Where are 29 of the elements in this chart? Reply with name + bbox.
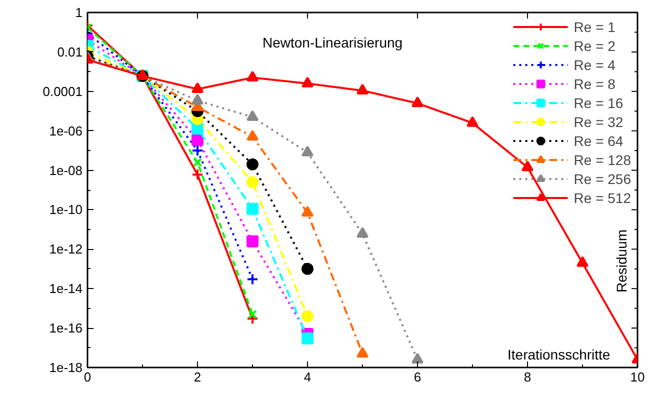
x-tick-label: 6	[414, 370, 422, 384]
x-tick-label: 4	[304, 370, 312, 384]
x-tick-label: 8	[524, 370, 532, 384]
y-tick-label: 1e-06	[49, 123, 82, 138]
y-tick-label: 1e-12	[49, 242, 82, 257]
legend-label: Re = 512	[574, 189, 631, 206]
x-tick-label: 0	[84, 370, 92, 384]
legend-label: Re = 256	[574, 170, 631, 187]
y-axis-title: Residuum	[614, 229, 630, 292]
legend-label: Re = 16	[574, 94, 624, 111]
legend-label: Re = 32	[574, 113, 624, 130]
legend-label: Re = 2	[574, 37, 616, 54]
y-tick-label: 1e-16	[49, 320, 82, 336]
x-tick-label: 2	[194, 370, 202, 384]
legend-label: Re = 128	[574, 151, 631, 168]
legend-label: Re = 1	[574, 18, 616, 35]
y-tick-label: 0.01	[57, 44, 83, 60]
text: Newton-Linearisierung	[262, 34, 403, 50]
y-tick-label: 0.0001	[42, 84, 83, 99]
x-axis-title: Iterationsschritte	[508, 346, 610, 362]
y-tick-label: 1	[75, 5, 83, 20]
x-tick-label: 10	[630, 370, 645, 384]
y-tick-label: 1e-18	[49, 360, 82, 375]
y-tick-label: 1e-08	[49, 162, 82, 178]
legend-label: Re = 64	[574, 132, 624, 149]
legend-label: Re = 4	[574, 56, 616, 73]
y-tick-label: 1e-14	[49, 281, 82, 296]
y-tick-label: 1e-10	[49, 202, 82, 218]
legend-label: Re = 8	[574, 75, 616, 92]
